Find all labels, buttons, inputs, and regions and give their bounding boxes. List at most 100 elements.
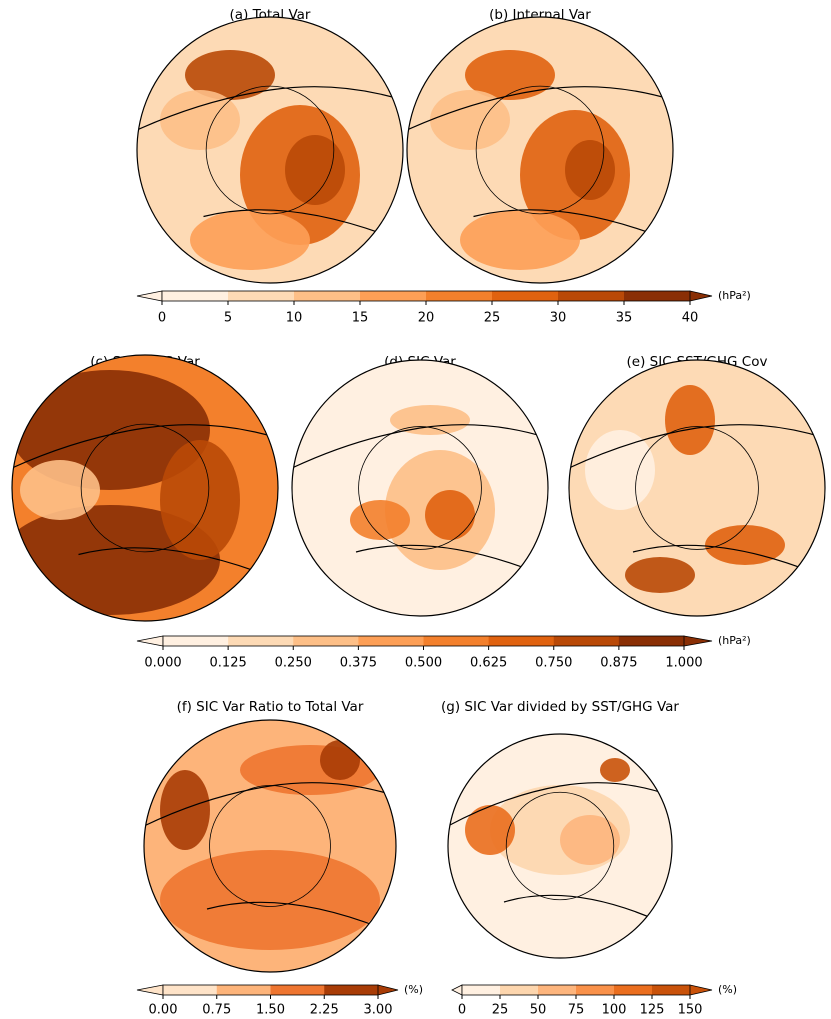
color-level — [618, 636, 685, 646]
shading — [565, 140, 615, 200]
shading — [705, 525, 785, 565]
latitude-circle — [505, 791, 615, 901]
tick-label: 0.00 — [149, 1003, 178, 1018]
tick-label: 75 — [568, 1003, 585, 1018]
color-level — [576, 985, 615, 995]
color-level — [488, 636, 555, 646]
shading — [190, 210, 310, 270]
tick-label: 100 — [602, 1003, 627, 1018]
map-border — [447, 733, 673, 959]
tick-label: 25 — [484, 311, 501, 326]
tick-label: 0.000 — [144, 656, 181, 671]
color-level — [216, 985, 271, 995]
tick-label: 1.000 — [665, 656, 702, 671]
tick-label: 5 — [224, 311, 232, 326]
color-level — [614, 985, 653, 995]
latitude-circle — [358, 426, 482, 550]
color-level — [462, 985, 501, 995]
color-level — [624, 291, 691, 301]
color-level — [270, 985, 325, 995]
map — [569, 360, 825, 616]
color-level — [492, 291, 559, 301]
unit-label: (%) — [718, 983, 737, 996]
coastline — [448, 782, 672, 923]
tick-label: 50 — [530, 1003, 547, 1018]
map-border — [136, 16, 404, 284]
map — [292, 360, 548, 616]
shading — [460, 210, 580, 270]
shading — [320, 740, 360, 780]
coastline — [407, 86, 673, 238]
shading — [425, 490, 475, 540]
tick-label: 30 — [550, 311, 567, 326]
color-level — [558, 291, 625, 301]
color-level — [324, 985, 379, 995]
tick-label: 0.750 — [535, 656, 572, 671]
latitude-circle — [80, 423, 210, 553]
extend-arrow — [689, 984, 713, 996]
shading — [465, 805, 515, 855]
shading — [665, 385, 715, 455]
shading — [160, 90, 240, 150]
tick-label: 40 — [682, 311, 699, 326]
shading — [285, 135, 345, 205]
tick-label: 0.375 — [340, 656, 377, 671]
unit-label: (%) — [404, 983, 423, 996]
color-level — [162, 291, 229, 301]
color-level — [553, 636, 620, 646]
latitude-circle — [635, 426, 759, 550]
tick-label: 20 — [418, 311, 435, 326]
tick-label: 150 — [678, 1003, 703, 1018]
color-level — [500, 985, 539, 995]
shading — [20, 460, 100, 520]
shading — [600, 758, 630, 782]
shading — [160, 440, 240, 560]
map — [448, 734, 672, 958]
tick-label: 0.875 — [600, 656, 637, 671]
tick-label: 10 — [286, 311, 303, 326]
shading — [160, 850, 380, 950]
map-border — [568, 359, 826, 617]
color-level — [652, 985, 691, 995]
shading — [560, 815, 620, 865]
extend-arrow — [377, 984, 399, 996]
color-level — [228, 636, 294, 646]
latitude-circle — [475, 85, 605, 215]
map-border — [291, 359, 549, 617]
shading — [585, 430, 655, 510]
map — [407, 17, 673, 283]
coastline — [569, 424, 825, 573]
color-level — [538, 985, 577, 995]
shading — [390, 405, 470, 435]
color-level — [293, 636, 359, 646]
coastline — [137, 86, 403, 238]
map — [144, 720, 396, 972]
tick-label: 3.00 — [364, 1003, 393, 1018]
extend-arrow — [451, 984, 463, 996]
tick-label: 35 — [616, 311, 633, 326]
tick-label: 2.25 — [310, 1003, 339, 1018]
map — [12, 355, 278, 621]
extend-arrow — [136, 984, 164, 996]
shading — [185, 50, 275, 100]
color-level — [163, 985, 218, 995]
coastline — [144, 782, 396, 930]
shading — [625, 557, 695, 593]
tick-label: 0.250 — [275, 656, 312, 671]
tick-label: 25 — [492, 1003, 509, 1018]
tick-label: 0 — [158, 311, 166, 326]
color-level — [163, 636, 229, 646]
coastline — [12, 424, 278, 576]
tick-label: 0.625 — [470, 656, 507, 671]
latitude-circle — [205, 85, 335, 215]
shading — [160, 770, 210, 850]
tick-label: 125 — [640, 1003, 665, 1018]
color-level — [360, 291, 427, 301]
tick-label: 1.50 — [256, 1003, 285, 1018]
map-border — [406, 16, 674, 284]
panel-title: (f) SIC Var Ratio to Total Var — [177, 699, 364, 715]
map-border — [11, 354, 279, 622]
color-level — [358, 636, 424, 646]
tick-label: 0.75 — [202, 1003, 231, 1018]
